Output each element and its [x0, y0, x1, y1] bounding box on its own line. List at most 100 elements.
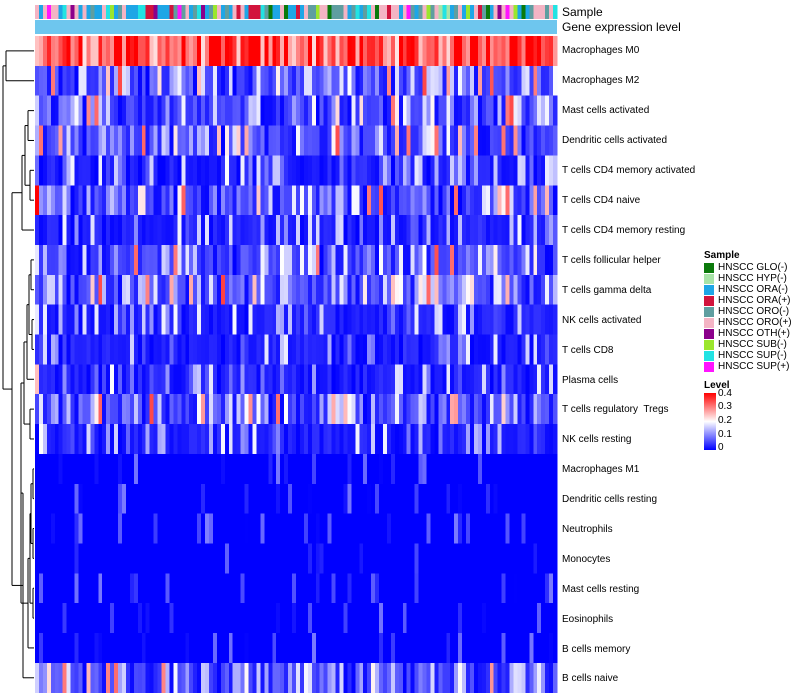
heatmap-cell — [90, 185, 95, 216]
heatmap-cell — [280, 424, 285, 455]
heatmap-cell — [236, 244, 242, 276]
heatmap-cell — [58, 453, 64, 485]
heatmap-cell — [466, 334, 471, 365]
heatmap-cell — [501, 483, 507, 515]
heatmap-cell — [220, 95, 226, 127]
heatmap-cell — [149, 155, 155, 186]
heatmap-cell — [296, 95, 301, 127]
heatmap-cell — [375, 394, 380, 425]
heatmap-cell — [70, 215, 76, 246]
heatmap-cell — [102, 364, 107, 395]
heatmap-cell — [145, 65, 151, 97]
heatmap-cell — [94, 633, 99, 664]
heatmap-cell — [438, 603, 443, 634]
heatmap-cell — [347, 543, 352, 574]
heatmap-cell — [347, 95, 352, 127]
heatmap-cell — [110, 155, 115, 186]
heatmap-cell — [549, 334, 554, 365]
heatmap-cell — [505, 215, 511, 246]
heatmap-cell — [331, 483, 337, 515]
heatmap-cell — [470, 185, 475, 216]
heatmap-cell — [363, 215, 368, 246]
heatmap-cell — [422, 185, 428, 216]
heatmap-cell — [189, 274, 194, 306]
heatmap-cell — [525, 304, 530, 335]
heatmap-cell — [157, 633, 163, 664]
heatmap-cell — [220, 65, 226, 97]
heatmap-cell — [240, 543, 246, 574]
sample-annotation-cell — [529, 5, 534, 19]
heatmap-cell — [193, 155, 198, 186]
heatmap-cell — [553, 155, 558, 186]
heatmap-cell — [216, 185, 222, 216]
heatmap-cell — [264, 334, 269, 365]
heatmap-cell — [473, 334, 479, 365]
heatmap-cell — [525, 95, 530, 127]
heatmap-cell — [149, 573, 155, 604]
heatmap-cell — [149, 125, 155, 156]
heatmap-cell — [505, 244, 511, 276]
heatmap-cell — [173, 543, 178, 574]
heatmap-cell — [110, 603, 115, 634]
heatmap-cell — [450, 483, 455, 515]
heatmap-cell — [137, 603, 143, 634]
heatmap-cell — [501, 513, 507, 544]
heatmap-cell — [299, 334, 305, 365]
heatmap-cell — [106, 543, 111, 574]
heatmap-cell — [481, 633, 487, 664]
heatmap-cell — [201, 95, 206, 127]
heatmap-cell — [553, 36, 558, 67]
heatmap-cell — [414, 633, 420, 664]
heatmap-cell — [98, 304, 103, 335]
heatmap-cell — [220, 573, 226, 604]
heatmap-cell — [299, 483, 305, 515]
heatmap-cell — [212, 573, 218, 604]
heatmap-cell — [489, 215, 495, 246]
heatmap-cell — [521, 304, 526, 335]
heatmap-cell — [201, 633, 206, 664]
heatmap-cell — [177, 36, 182, 67]
heatmap-cell — [426, 95, 432, 127]
heatmap-cell — [133, 573, 139, 604]
heatmap-cell — [367, 513, 372, 544]
heatmap-cell — [165, 453, 171, 485]
heatmap-cell — [375, 185, 380, 216]
heatmap-cell — [347, 662, 352, 694]
heatmap-cell — [497, 334, 503, 365]
heatmap-cell — [141, 304, 147, 335]
heatmap-cell — [383, 424, 388, 455]
heatmap-cell — [454, 453, 459, 485]
heatmap-cell — [517, 274, 523, 306]
sample-annotation-cell — [125, 5, 131, 19]
heatmap-cell — [78, 215, 84, 246]
heatmap-cell — [319, 513, 325, 544]
heatmap-cell — [78, 394, 84, 425]
heatmap-cell — [98, 215, 103, 246]
heatmap-cell — [161, 334, 167, 365]
sample-annotation-cell — [351, 5, 356, 19]
heatmap-cell — [157, 394, 163, 425]
heatmap-cell — [102, 573, 107, 604]
heatmap-cell — [355, 185, 360, 216]
heatmap-cell — [481, 573, 487, 604]
heatmap-cell — [549, 513, 554, 544]
heatmap-cell — [390, 155, 396, 186]
heatmap-cell — [351, 453, 356, 485]
heatmap-cell — [129, 603, 135, 634]
heatmap-cell — [46, 334, 52, 365]
heatmap-cell — [355, 304, 360, 335]
row-label: Neutrophils — [562, 524, 613, 535]
heatmap-cell — [193, 633, 198, 664]
heatmap-cell — [288, 155, 293, 186]
heatmap-cell — [394, 453, 400, 485]
heatmap-cell — [268, 155, 273, 186]
heatmap-cell — [442, 155, 447, 186]
heatmap-cell — [383, 543, 388, 574]
sample-annotation-cell — [173, 5, 178, 19]
heatmap-cell — [276, 483, 281, 515]
sample-annotation-cell — [386, 5, 392, 19]
heatmap-cell — [240, 424, 246, 455]
heatmap-cell — [205, 543, 210, 574]
heatmap-cell — [470, 633, 475, 664]
heatmap-cell — [402, 603, 408, 634]
